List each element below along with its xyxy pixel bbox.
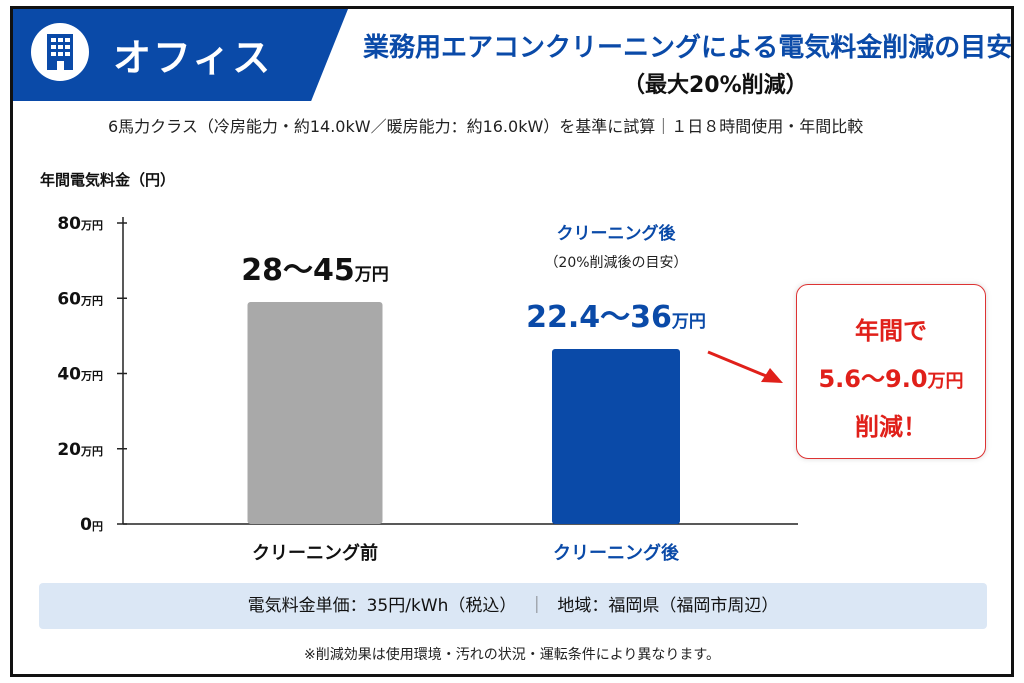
y-tick-label: 20万円 [57,440,103,460]
y-tick-label: 0円 [80,515,103,535]
callout-line1: 年間で [855,317,927,345]
info-separator: ｜ [528,596,546,616]
y-tick-label: 80万円 [57,214,103,234]
x-category-label: クリーニング後 [553,542,680,564]
arrow-head [761,368,783,383]
bar-value-label: 28〜45万円 [241,253,389,288]
y-axis-title: 年間電気料金（円） [40,171,176,189]
y-tick-label: 60万円 [57,289,103,309]
y-tick-label: 40万円 [57,365,103,385]
after-annotation: クリーニング後 [557,223,677,244]
page-subtitle: （最大20%削減） [623,73,808,98]
conditions-bar: 電気料金単価：35円/kWh（税込） ｜ 地域：福岡県（福岡市周辺） [39,583,987,629]
footnote: ※削減効果は使用環境・汚れの状況・運転条件により異なります。 [303,647,721,663]
category-badge: オフィス [13,9,348,101]
bar-value-label: 22.4〜36万円 [526,300,706,335]
region: 地域：福岡県（福岡市周辺） [557,596,779,616]
bar-before [247,302,383,524]
callout-amount: 5.6〜9.0 [818,365,928,393]
calculation-note: 6馬力クラス（冷房能力・約14.0kW／暖房能力：約16.0kW）を基準に試算｜… [108,117,864,136]
badge-label: オフィス [113,36,273,80]
callout-line2: 5.6〜9.0万円 [797,359,985,394]
after-annotation-note: （20%削減後の目安） [544,254,687,271]
savings-callout: 年間で 5.6〜9.0万円 削減！ [796,284,986,459]
building-icon [31,23,89,81]
callout-line3: 削減！ [855,413,927,441]
infographic-frame: オフィス 業務用エアコンクリーニングによる電気料金削減の目安 （最大20%削減）… [10,6,1014,677]
x-category-label: クリーニング前 [252,542,378,564]
page-title: 業務用エアコンクリーニングによる電気料金削減の目安 [363,33,1013,63]
electricity-price: 電気料金単価：35円/kWh（税込） [247,596,517,616]
arrow-shaft [707,350,772,380]
callout-unit: 万円 [927,371,964,392]
bar-after [552,349,680,524]
